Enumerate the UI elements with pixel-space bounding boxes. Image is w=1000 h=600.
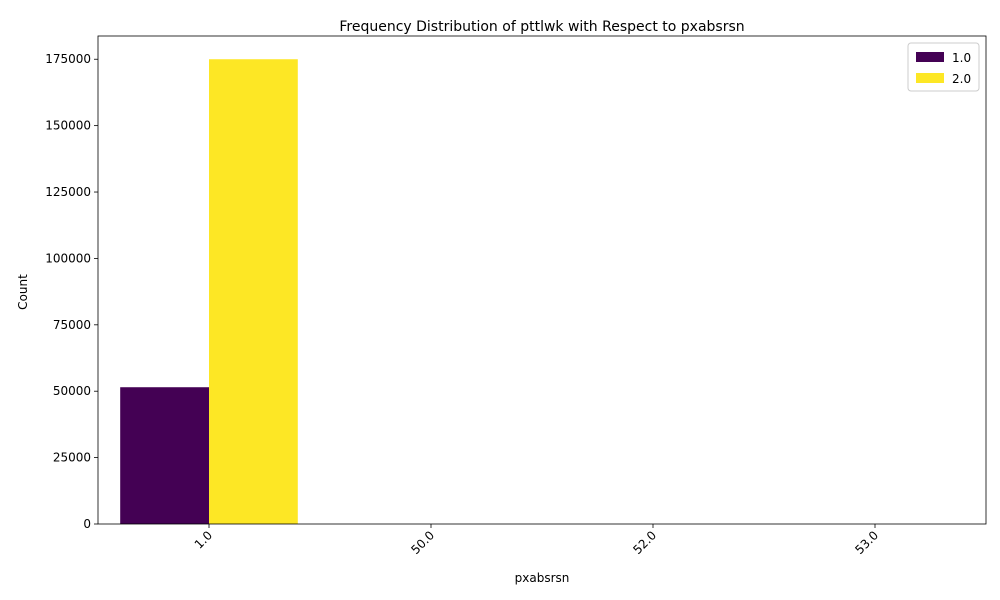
bar-series-1.0-cat-1.0 (120, 387, 209, 524)
plot-border (97, 35, 987, 525)
x-axis-label: pxabsrsn (515, 571, 570, 585)
y-axis-label: Count (16, 274, 30, 310)
y-tick-label: 50000 (53, 384, 91, 398)
y-tick-label: 25000 (53, 451, 91, 465)
chart-title: Frequency Distribution of pttlwk with Re… (339, 19, 744, 35)
y-tick-label: 175000 (45, 52, 91, 66)
y-tick-label: 150000 (45, 119, 91, 133)
bar-series-2.0-cat-1.0 (209, 59, 298, 524)
legend-label: 1.0 (952, 51, 971, 65)
y-axis: 0 25000 50000 75000 100000 125000 150000 175000 (45, 52, 98, 531)
legend-swatch (916, 52, 944, 62)
y-tick-label: 100000 (45, 251, 91, 265)
y-tick-label: 0 (83, 517, 91, 531)
legend: 1.0 2.0 (907, 42, 980, 92)
y-tick-label: 75000 (53, 318, 91, 332)
plot-frame (97, 35, 987, 525)
y-tick-label: 125000 (45, 185, 91, 199)
bars-group (120, 59, 298, 524)
legend-label: 2.0 (952, 72, 971, 86)
legend-swatch (916, 73, 944, 83)
